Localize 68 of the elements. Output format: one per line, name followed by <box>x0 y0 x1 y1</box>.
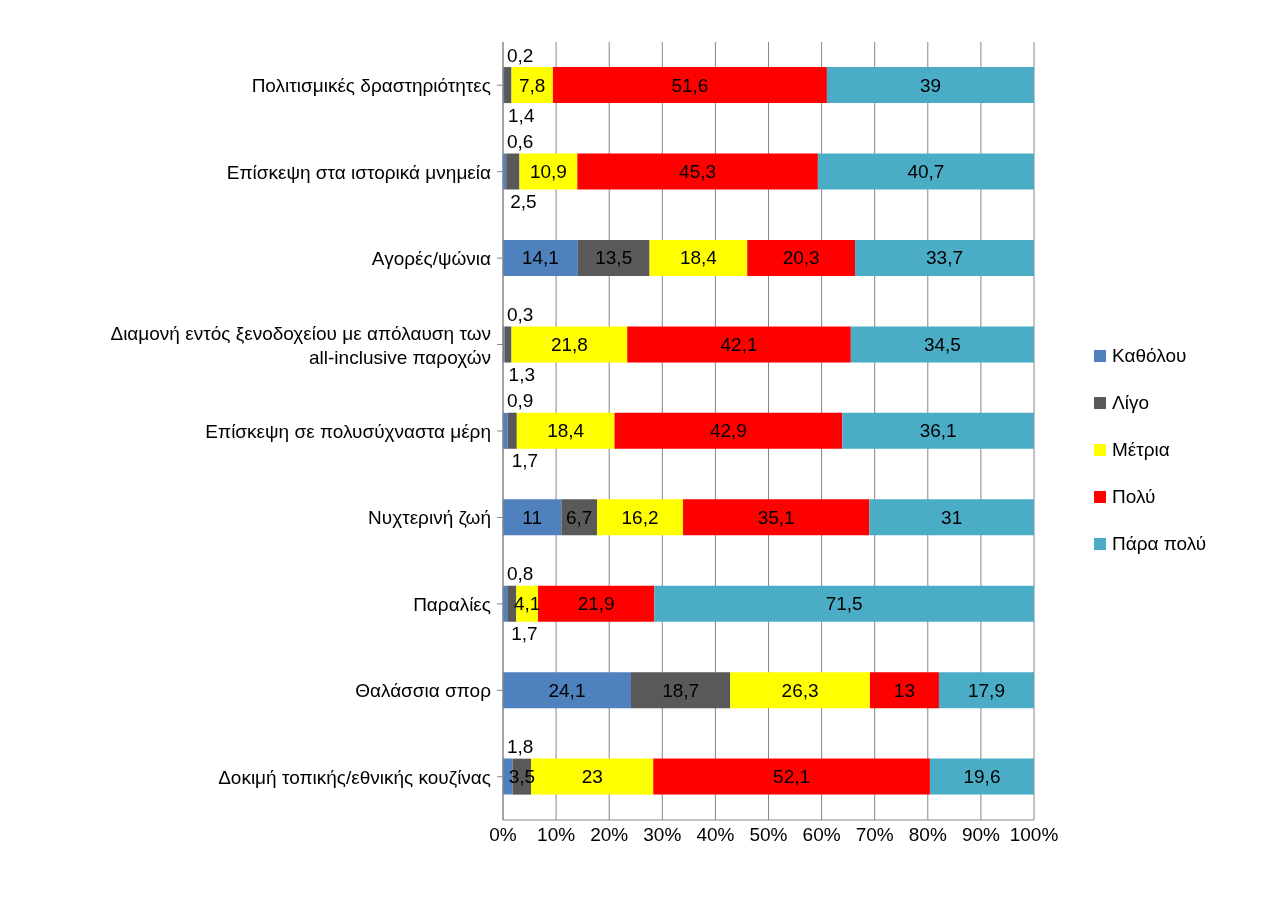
data-label: 1,7 <box>511 623 538 645</box>
data-label: 1,4 <box>508 104 535 126</box>
y-tick-label: Θαλάσσια σπορ <box>355 679 492 701</box>
data-label: 18,4 <box>679 247 718 269</box>
data-label: 0,8 <box>507 563 534 585</box>
data-label: 0,3 <box>507 303 534 325</box>
x-tick-label: 90% <box>961 824 1001 846</box>
y-tick-label: Επίσκεψη σε πολυσύχναστα μέρη <box>205 420 491 442</box>
data-label: 0,2 <box>507 44 534 66</box>
y-tick-label: Δοκιμή τοπικής/εθνικής κουζίνας <box>218 766 491 788</box>
data-label: 23 <box>581 766 603 788</box>
data-label: 17,9 <box>967 679 1005 701</box>
data-label: 21,9 <box>577 593 615 615</box>
data-label: 13,5 <box>595 247 633 269</box>
y-tick-label: Νυχτερινή ζωή <box>368 506 491 528</box>
x-tick-label: 70% <box>855 824 894 846</box>
data-label: 18,7 <box>662 679 700 701</box>
x-tick-label: 20% <box>590 824 629 846</box>
data-label: 0,9 <box>507 390 534 412</box>
data-label: 14,1 <box>521 247 559 269</box>
data-label: 26,3 <box>781 679 819 701</box>
y-tick-label: Πολιτισμικές δραστηριότητες <box>251 74 491 96</box>
data-label: 51,6 <box>671 74 709 96</box>
data-label: 45,3 <box>679 161 717 183</box>
y-tick-label: Διαμονή εντός ξενοδοχείου με απόλαυση των all-inclusive παροχών <box>110 322 491 368</box>
data-label: 11 <box>522 506 543 528</box>
data-label: 36,1 <box>919 420 957 442</box>
data-label: 42,9 <box>709 420 747 442</box>
legend-label: Πολύ <box>1112 485 1156 509</box>
x-tick-label: 10% <box>537 824 576 846</box>
data-label: 18,4 <box>547 420 585 442</box>
data-label: 1,7 <box>511 450 539 472</box>
legend-label: Πάρα πολύ <box>1112 532 1207 556</box>
data-label: 19,6 <box>963 766 1001 788</box>
data-label: 20,3 <box>782 247 820 269</box>
legend-label: Μέτρια <box>1112 438 1170 462</box>
data-label: 35,1 <box>757 506 795 528</box>
data-label: 7,8 <box>518 74 546 96</box>
x-tick-label: 50% <box>749 824 788 846</box>
data-label: 1,3 <box>508 363 536 385</box>
data-label: 1,8 <box>507 736 534 758</box>
data-label: 71,5 <box>825 593 863 615</box>
data-label: 40,7 <box>907 161 945 183</box>
x-tick-label: 30% <box>643 824 682 846</box>
data-label: 10,9 <box>529 161 567 183</box>
data-label: 31 <box>941 506 963 528</box>
x-tick-label: 60% <box>802 824 841 846</box>
y-tick-label: Αγορές/ψώνια <box>371 247 492 269</box>
data-label: 52,1 <box>773 766 811 788</box>
data-label: 21,8 <box>550 333 588 355</box>
x-tick-label: 100% <box>1009 824 1059 846</box>
y-tick-label: Επίσκεψη στα ιστορικά μνημεία <box>226 161 492 183</box>
legend-label: Καθόλου <box>1112 344 1187 368</box>
data-label: 0,6 <box>507 131 534 153</box>
data-label: 6,7 <box>565 506 593 528</box>
data-label: 33,7 <box>926 247 964 269</box>
x-tick-label: 40% <box>696 824 735 846</box>
legend-label: Λίγο <box>1112 391 1149 415</box>
data-label: 24,1 <box>548 679 586 701</box>
x-tick-label: 80% <box>908 824 947 846</box>
data-label: 13 <box>893 679 916 701</box>
x-tick-label: 0% <box>489 824 517 846</box>
data-label: 39 <box>919 74 942 96</box>
data-label: 34,5 <box>923 333 961 355</box>
data-label: 42,1 <box>720 333 758 355</box>
y-tick-label: Παραλίες <box>413 593 491 615</box>
data-label: 2,5 <box>510 191 537 213</box>
data-label: 16,2 <box>621 506 659 528</box>
